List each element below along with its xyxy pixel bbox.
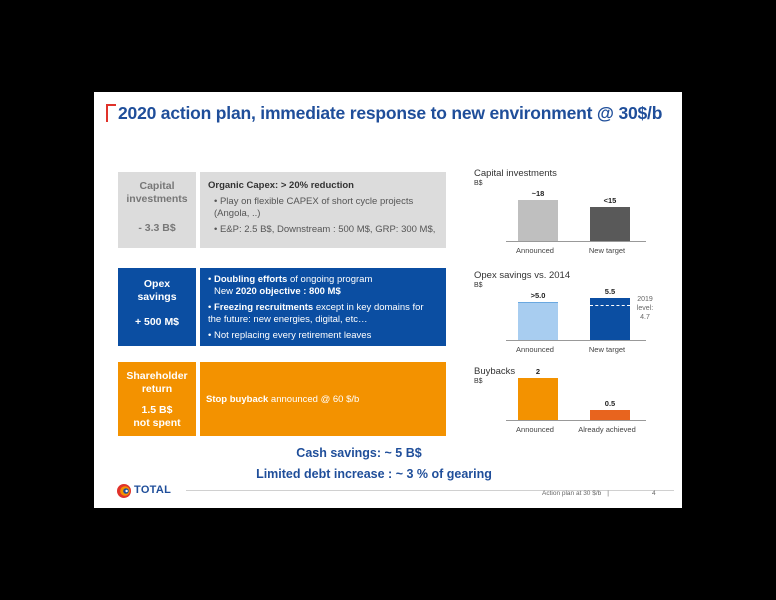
footer-text: Action plan at 30 $/b | <box>542 490 609 497</box>
label-line: savings <box>137 291 177 303</box>
chart-bar <box>518 302 558 340</box>
chart-bar <box>518 199 558 241</box>
capital-investments-label: Capital investments - 3.3 B$ <box>118 172 196 248</box>
amount: not spent <box>133 417 181 429</box>
chart-value-label: 0.5 <box>604 398 616 408</box>
bullet-item: • Not replacing every retirement leaves <box>208 330 372 341</box>
bullet-item: • Doubling efforts of ongoing program Ne… <box>208 274 373 297</box>
shareholder-return-detail: Stop buyback announced @ 60 $/b <box>200 362 446 436</box>
cash-savings: Cash savings: ~ 5 B$ <box>296 446 422 460</box>
chart-title: Capital investments <box>474 168 557 179</box>
chart-annotation: 2019 level: 4.7 <box>636 296 654 321</box>
detail-heading: Organic Capex: > 20% reduction <box>208 180 354 191</box>
chart-category-label: Already achieved <box>578 425 636 434</box>
chart-bar <box>590 206 630 241</box>
bullet-item: • Play on flexible CAPEX of short cycle … <box>214 196 414 219</box>
logo-text: TOTAL <box>134 484 172 496</box>
chart-category-label: New target <box>588 246 626 255</box>
chart-bar <box>518 378 558 420</box>
label-line: investments <box>126 193 188 205</box>
chart-bar-split <box>518 302 558 303</box>
amount: 1.5 B$ <box>141 404 173 416</box>
chart-bar <box>590 409 630 420</box>
chart-reference-line <box>590 305 630 306</box>
chart-unit: B$ <box>474 378 483 385</box>
label-line: Opex <box>143 278 171 290</box>
chart-category-label: Announced <box>516 425 554 434</box>
chart-title: Opex savings vs. 2014 <box>474 270 571 281</box>
chart-value-label: 5.5 <box>604 287 616 297</box>
chart-unit: B$ <box>474 180 483 187</box>
capital-investments-detail: Organic Capex: > 20% reduction • Play on… <box>200 172 446 248</box>
chart-category-label: New target <box>588 345 626 354</box>
title-bracket <box>106 104 116 122</box>
chart-axis <box>506 420 646 421</box>
shareholder-return-label: Shareholder return 1.5 B$ not spent <box>118 362 196 436</box>
chart-title: Buybacks <box>474 366 516 377</box>
page-title: 2020 action plan, immediate response to … <box>118 103 663 123</box>
chart-axis <box>506 241 646 242</box>
detail-bold: Stop buyback <box>206 394 269 405</box>
chart-value-label: >5.0 <box>530 291 546 300</box>
chart-value-label: <15 <box>603 195 617 205</box>
label-line: return <box>141 383 173 395</box>
logo-icon <box>117 484 131 498</box>
bullet-item: • E&P: 2.5 B$, Downstream : 500 M$, GRP:… <box>214 224 436 235</box>
chart-value-label: 2 <box>535 367 541 376</box>
debt-increase: Limited debt increase : ~ 3 % of gearing <box>256 467 492 481</box>
detail-text: announced @ 60 $/b <box>268 394 360 405</box>
opex-savings-detail: • Doubling efforts of ongoing program Ne… <box>200 268 446 346</box>
amount: + 500 M$ <box>134 316 180 328</box>
chart-value-label: ~18 <box>531 188 545 198</box>
opex-savings-label: Opex savings + 500 M$ <box>118 268 196 346</box>
chart-category-label: Announced <box>516 246 554 255</box>
footer-divider <box>186 490 674 491</box>
chart-unit: B$ <box>474 282 483 289</box>
total-logo: TOTAL <box>116 483 200 499</box>
slide: 2020 action plan, immediate response to … <box>94 92 682 508</box>
amount: - 3.3 B$ <box>138 222 176 234</box>
page-number: 4 <box>652 490 656 497</box>
bullet-item: • Freezing recruitments except in key do… <box>208 302 424 325</box>
label-line: Shareholder <box>126 370 188 382</box>
chart-axis <box>506 340 646 341</box>
label-line: Capital <box>139 180 175 192</box>
chart-category-label: Announced <box>516 345 554 354</box>
